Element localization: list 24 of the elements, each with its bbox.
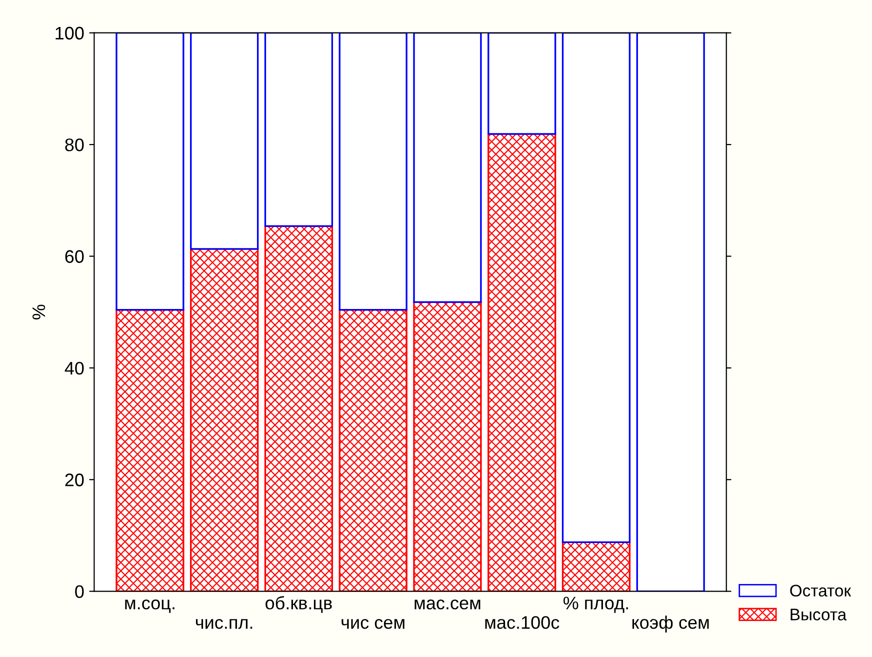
bar [413,301,482,592]
legend-label: Остаток [790,584,852,597]
bar [562,541,631,592]
bar [338,309,408,592]
y-tick-label: 0 [75,585,84,598]
x-tick-label: м.соц. [125,600,174,613]
y-axis-title: % [32,304,46,320]
x-tick-label: мас.сем [414,600,480,610]
x-tick-label: чис.пл. [196,618,252,629]
x-tick-label: % плод. [563,596,628,613]
bar [264,225,334,592]
x-tick-label: коэф сем [632,616,709,632]
y-tick-label: 40 [64,362,84,375]
x-tick-label: об.кв.цв [266,596,332,613]
bar [488,133,556,592]
bar [116,309,184,592]
y-tick-label: 100 [56,26,84,40]
legend-label: Высота [790,608,847,620]
y-tick-label: 60 [65,250,84,263]
x-tick-label: мас.100с [485,616,560,629]
x-tick-label: чис сем [342,618,404,629]
bar [190,248,259,592]
y-tick-label: 80 [65,138,84,152]
y-tick-label: 20 [65,474,84,486]
